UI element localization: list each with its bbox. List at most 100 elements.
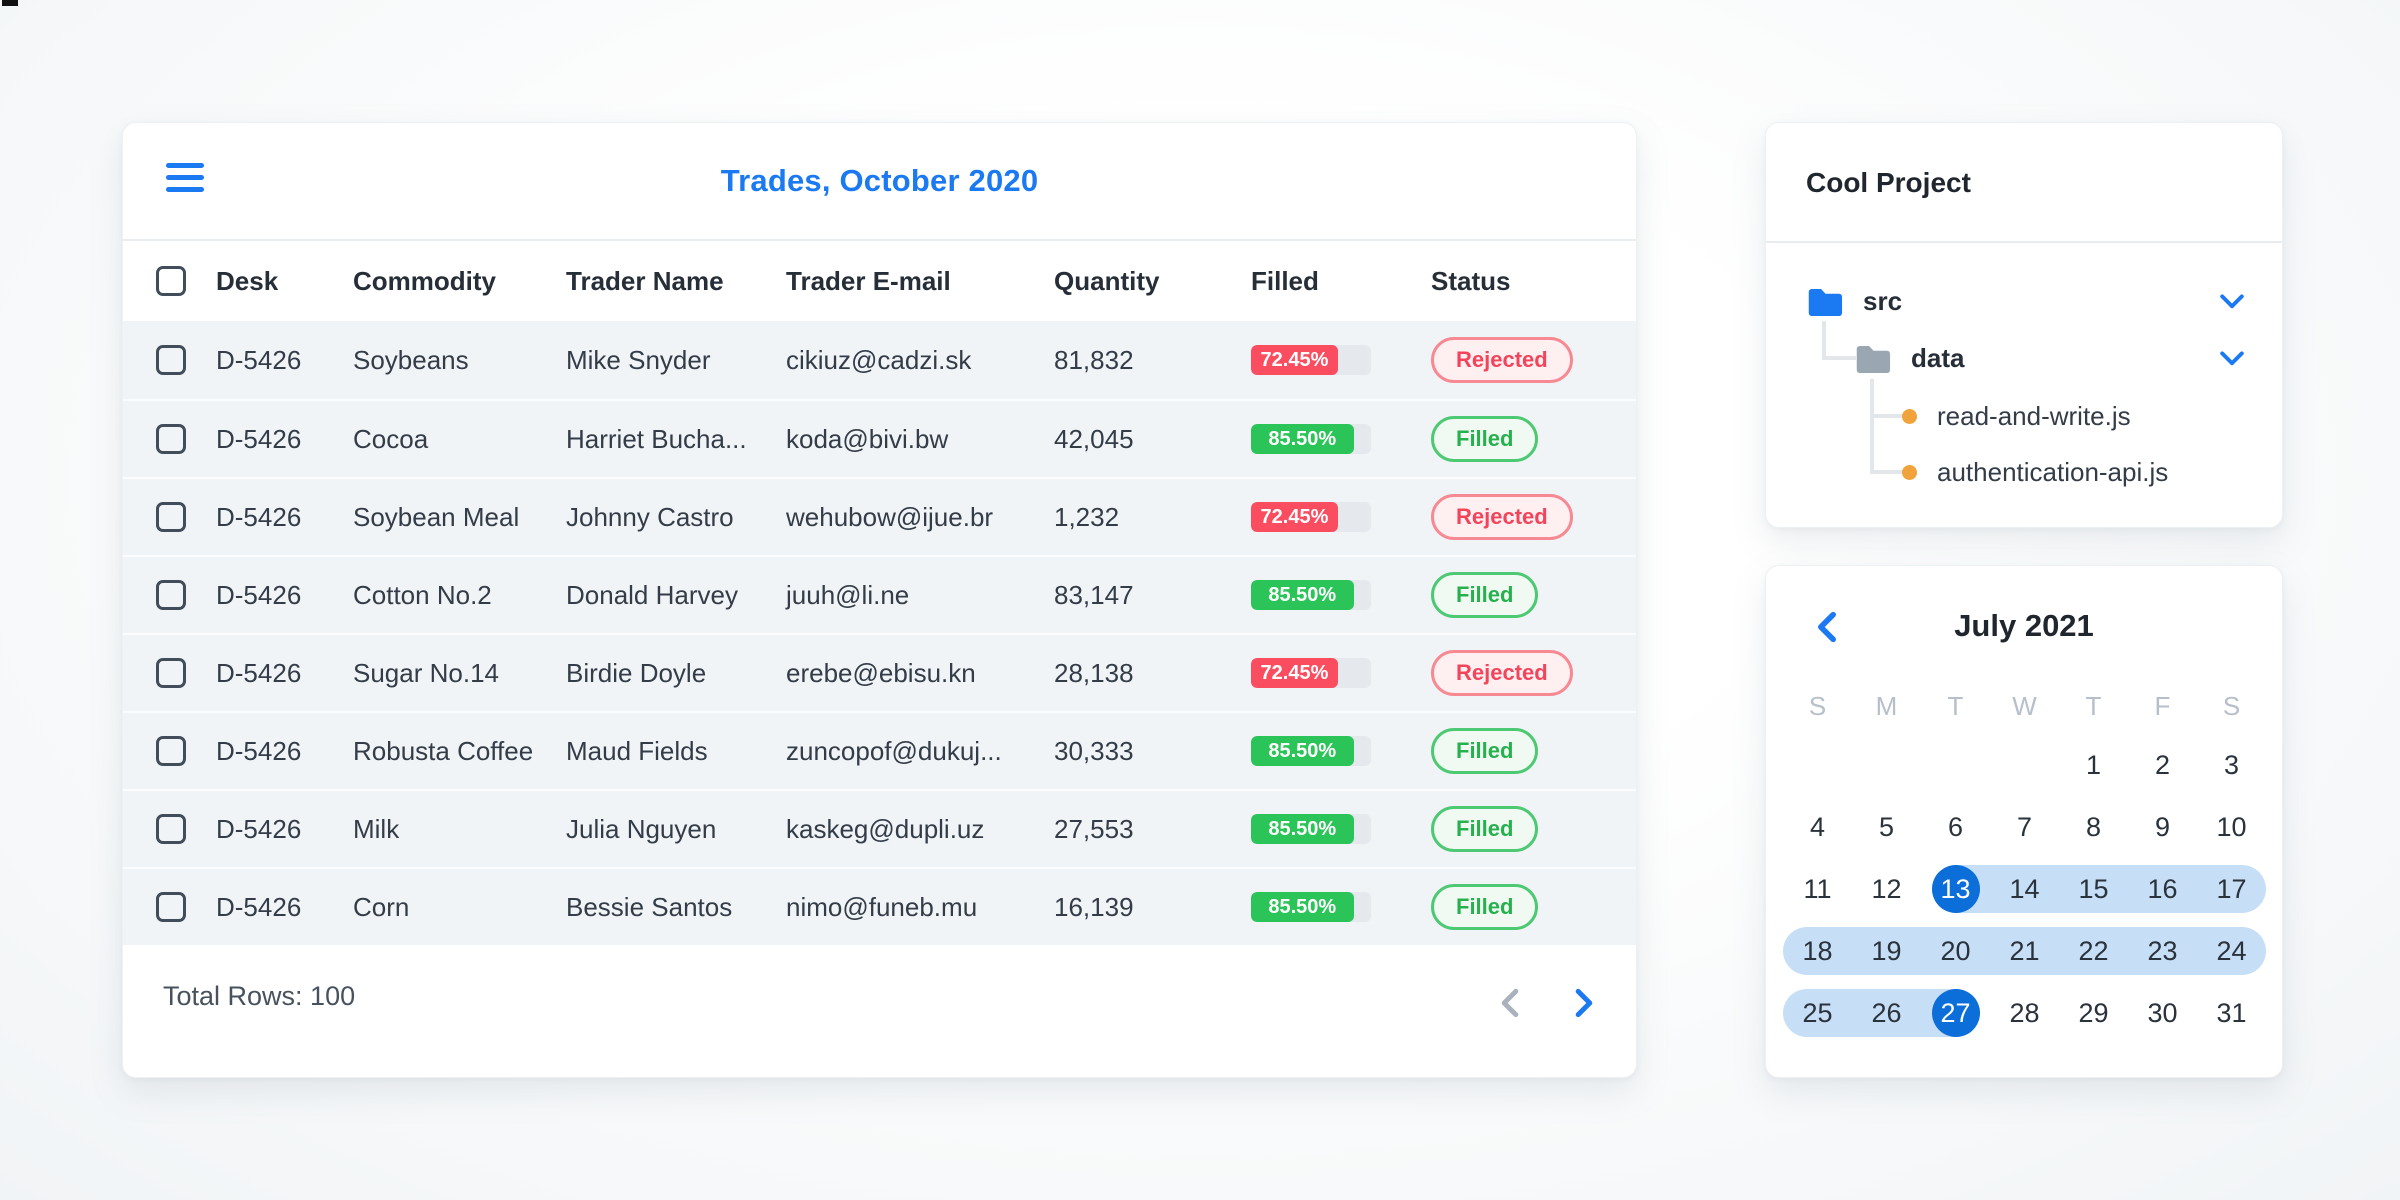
calendar-day[interactable]: 11: [1803, 873, 1832, 904]
row-checkbox[interactable]: [156, 892, 186, 922]
row-checkbox[interactable]: [156, 424, 186, 454]
calendar-month-title: July 2021: [1954, 608, 2094, 643]
calendar-day[interactable]: 19: [1871, 935, 1902, 966]
status-badge: Filled: [1431, 884, 1539, 930]
cell-trader-name: Bessie Santos: [566, 891, 733, 922]
trades-panel: Trades, October 2020 Desk Commodity Trad…: [122, 122, 1637, 1078]
calendar-day[interactable]: 22: [2078, 935, 2109, 966]
tree-item-file[interactable]: read-and-write.js: [1902, 394, 2131, 438]
pagination-prev-button[interactable]: [1490, 983, 1530, 1023]
cell-filled: 85.50%: [1251, 580, 1431, 610]
row-checkbox[interactable]: [156, 736, 186, 766]
calendar-day[interactable]: 28: [2009, 997, 2040, 1028]
filled-progress-fill: 72.45%: [1251, 502, 1338, 532]
tree-item-src[interactable]: src: [1806, 279, 1902, 323]
cell-status: Rejected: [1431, 337, 1596, 383]
tree-item-file[interactable]: authentication-api.js: [1902, 450, 2168, 494]
cell-quantity: 30,333: [1054, 735, 1134, 766]
calendar-day[interactable]: 8: [2085, 811, 2102, 842]
calendar-day[interactable]: 12: [1871, 873, 1902, 904]
calendar-prev-month-button[interactable]: [1810, 610, 1844, 644]
cell-trader-name: Birdie Doyle: [566, 657, 707, 688]
hamburger-menu-icon[interactable]: [166, 163, 204, 199]
table-row[interactable]: D-5426 Robusta Coffee Maud Fields zuncop…: [123, 711, 1636, 789]
table-row[interactable]: D-5426 Sugar No.14 Birdie Doyle erebe@eb…: [123, 633, 1636, 711]
weekday-label: S: [1808, 690, 1827, 721]
weekday-label: T: [1947, 690, 1964, 721]
cell-filled: 72.45%: [1251, 345, 1431, 375]
cell-commodity: Corn: [353, 891, 410, 922]
calendar-day[interactable]: 26: [1871, 997, 1902, 1028]
row-checkbox[interactable]: [156, 345, 186, 375]
chevron-down-icon[interactable]: [2218, 293, 2246, 311]
calendar-day[interactable]: 23: [2147, 935, 2178, 966]
chevron-right-icon: [1575, 988, 1593, 1018]
tree-item-data[interactable]: data: [1854, 336, 1964, 380]
calendar-empty-cell: [1863, 741, 1911, 789]
table-row[interactable]: D-5426 Milk Julia Nguyen kaskeg@dupli.uz…: [123, 789, 1636, 867]
select-all-checkbox[interactable]: [156, 266, 186, 296]
calendar-day[interactable]: 21: [2009, 935, 2040, 966]
cell-desk: D-5426: [216, 657, 302, 688]
row-checkbox[interactable]: [156, 580, 186, 610]
calendar-day[interactable]: 4: [1809, 811, 1826, 842]
calendar-day[interactable]: 30: [2147, 997, 2178, 1028]
calendar-day[interactable]: 31: [2216, 997, 2247, 1028]
row-checkbox[interactable]: [156, 814, 186, 844]
calendar-day[interactable]: 20: [1940, 935, 1971, 966]
filled-progress-track: 72.45%: [1251, 502, 1371, 532]
tree-connector: [1822, 356, 1856, 360]
table-header-row: Desk Commodity Trader Name Trader E-mail…: [123, 241, 1636, 321]
cell-filled: 85.50%: [1251, 814, 1431, 844]
file-dot-icon: [1902, 464, 1917, 480]
calendar-day[interactable]: 16: [2147, 873, 2178, 904]
cell-trader-email: zuncopof@dukuj...: [786, 735, 1002, 766]
cell-commodity: Cocoa: [353, 423, 429, 454]
calendar-week-row: 25 26 27 28 29 30 31: [1783, 982, 2266, 1044]
calendar-day[interactable]: 29: [2078, 997, 2109, 1028]
table-row[interactable]: D-5426 Soybean Meal Johnny Castro wehubo…: [123, 477, 1636, 555]
calendar-day[interactable]: 1: [2085, 749, 2102, 780]
calendar-day[interactable]: 7: [2016, 811, 2033, 842]
calendar-day[interactable]: 5: [1878, 811, 1895, 842]
table-row[interactable]: D-5426 Corn Bessie Santos nimo@funeb.mu …: [123, 867, 1636, 945]
row-checkbox[interactable]: [156, 502, 186, 532]
filled-progress-fill: 72.45%: [1251, 345, 1338, 375]
calendar-day[interactable]: 25: [1802, 997, 1833, 1028]
cell-trader-name: Julia Nguyen: [566, 813, 717, 844]
calendar-header: July 2021: [1766, 566, 2282, 678]
table-row[interactable]: D-5426 Cotton No.2 Donald Harvey juuh@li…: [123, 555, 1636, 633]
row-checkbox[interactable]: [156, 658, 186, 688]
calendar-day[interactable]: 6: [1947, 811, 1964, 842]
calendar-day[interactable]: 17: [2216, 873, 2247, 904]
pagination-next-button[interactable]: [1564, 983, 1604, 1023]
selected-range-band: [1783, 927, 2266, 975]
calendar-day[interactable]: 2: [2154, 749, 2171, 780]
table-row[interactable]: D-5426 Cocoa Harriet Bucha... koda@bivi.…: [123, 399, 1636, 477]
column-header-quantity: Quantity: [1054, 265, 1160, 296]
cell-trader-name: Harriet Bucha...: [566, 423, 747, 454]
weekday-label: S: [2222, 690, 2241, 721]
cell-trader-name: Johnny Castro: [566, 501, 734, 532]
column-header-trader: Trader Name: [566, 265, 724, 296]
calendar-day[interactable]: 13: [1931, 865, 1980, 913]
cell-desk: D-5426: [216, 501, 302, 532]
table-row[interactable]: D-5426 Soybeans Mike Snyder cikiuz@cadzi…: [123, 321, 1636, 399]
cell-filled: 72.45%: [1251, 502, 1431, 532]
filled-progress-track: 72.45%: [1251, 345, 1371, 375]
calendar-day[interactable]: 14: [2009, 873, 2040, 904]
calendar-day[interactable]: 15: [2078, 873, 2109, 904]
calendar-day[interactable]: 9: [2154, 811, 2171, 842]
table-footer: Total Rows: 100: [123, 943, 1636, 1077]
calendar-day[interactable]: 27: [1931, 989, 1980, 1037]
status-badge: Filled: [1431, 728, 1539, 774]
filled-progress-track: 85.50%: [1251, 814, 1371, 844]
calendar-day[interactable]: 10: [2216, 811, 2247, 842]
calendar-day[interactable]: 18: [1802, 935, 1833, 966]
filled-progress-track: 85.50%: [1251, 892, 1371, 922]
calendar-week-row: 1 2 3: [1783, 734, 2266, 796]
file-tree-panel: Cool Project src data read-and-: [1765, 122, 2283, 528]
calendar-day[interactable]: 24: [2216, 935, 2247, 966]
chevron-down-icon[interactable]: [2218, 350, 2246, 368]
calendar-day[interactable]: 3: [2223, 749, 2240, 780]
